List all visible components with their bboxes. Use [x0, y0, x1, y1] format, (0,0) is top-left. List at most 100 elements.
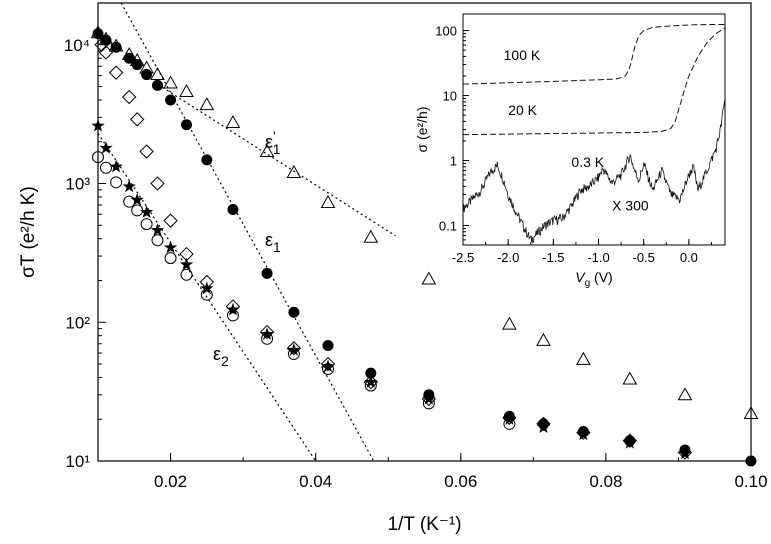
data-point: [743, 405, 759, 419]
inset-y-tick-label: 0.1: [439, 218, 457, 233]
x-tick-label: 0.02: [154, 472, 187, 491]
inset-curve-label: 100 K: [504, 47, 541, 63]
data-point: [163, 75, 178, 89]
x-tick-label: 0.06: [444, 472, 477, 491]
data-point: [163, 240, 178, 254]
data-point: [130, 193, 144, 206]
data-point: [576, 351, 591, 365]
fit-line: [97, 132, 317, 462]
data-point: [100, 34, 112, 46]
data-point: [364, 375, 378, 388]
data-point: [140, 218, 153, 231]
inset-curve-2: [462, 99, 726, 244]
inset-y-axis-label: σ (e²/h): [414, 107, 430, 153]
data-point: [110, 176, 123, 189]
data-point: [421, 271, 437, 285]
data-point: [259, 324, 275, 340]
data-point: [94, 37, 109, 52]
inset-x-tick-label: -0.5: [632, 250, 654, 265]
data-point: [259, 144, 275, 158]
fit-line: [162, 86, 396, 237]
data-point: [108, 65, 124, 80]
data-point: [121, 89, 137, 105]
data-point: [181, 119, 193, 131]
data-point: [225, 299, 241, 314]
data-point: [364, 379, 377, 392]
data-point: [199, 97, 215, 111]
data-point: [503, 417, 516, 430]
data-point: [261, 267, 273, 279]
data-point: [365, 367, 377, 379]
data-point: [536, 416, 551, 432]
inset-y-tick-label: 1: [450, 153, 457, 168]
inset-curve-label: 20 K: [508, 102, 537, 118]
data-point: [622, 433, 638, 448]
data-point: [110, 41, 122, 53]
inset-x-tick-label: -1.5: [542, 250, 564, 265]
data-point: [131, 204, 144, 217]
inset-x-axis: -2.5 -2.0 -1.5 -1.0 -0.5 0.0: [452, 239, 712, 265]
data-point: [163, 213, 178, 228]
data-point: [180, 268, 193, 281]
data-point: [123, 195, 136, 208]
data-point: [287, 348, 300, 361]
inset-x-axis-label: Vg (V): [575, 269, 612, 289]
data-point: [201, 154, 213, 166]
y-axis-label: σT (e²/h K): [18, 186, 39, 278]
data-point: [576, 425, 591, 440]
x-axis-label: 1/T (K⁻¹): [387, 514, 461, 535]
data-point: [151, 79, 163, 91]
data-point: [227, 203, 239, 215]
fit-line-label: ε1: [265, 230, 281, 255]
data-point: [92, 28, 104, 40]
main-plot-frame: [97, 2, 752, 462]
inset-x-tick-label: 0.0: [680, 250, 698, 265]
data-point: [623, 435, 637, 449]
data-point: [502, 410, 517, 425]
data-point: [745, 455, 757, 467]
data-point: [536, 420, 551, 433]
data-point: [179, 84, 194, 98]
y-tick-label: 10¹: [65, 452, 90, 471]
fit-line: [120, 2, 375, 462]
y-tick-label: 10²: [65, 313, 90, 332]
data-point: [99, 141, 113, 154]
main-x-axis: 0.02 0.04 0.06 0.08 0.10: [97, 453, 768, 491]
data-point: [422, 397, 435, 410]
data-point: [98, 45, 114, 60]
data-point: [321, 359, 335, 373]
data-point: [99, 161, 112, 174]
data-point: [129, 112, 145, 127]
inset-curve-label: 0.3 K: [571, 154, 604, 170]
data-point: [288, 306, 300, 318]
data-point: [200, 281, 214, 295]
data-point: [320, 356, 336, 372]
data-point: [139, 144, 154, 159]
data-point: [151, 234, 164, 247]
data-point: [109, 159, 123, 173]
inset-plot-frame: [462, 13, 726, 246]
data-point: [261, 332, 274, 345]
x-tick-label: 0.08: [589, 472, 622, 491]
data-point: [287, 343, 301, 356]
data-point: [286, 165, 302, 179]
data-point: [150, 223, 165, 236]
y-tick-label: 10³: [65, 175, 90, 194]
data-point: [131, 59, 143, 71]
data-point: [179, 257, 194, 271]
data-point: [320, 194, 336, 208]
data-point: [225, 115, 241, 129]
data-point: [677, 387, 693, 401]
fit-line-label: ε2: [213, 344, 229, 369]
data-point: [576, 427, 591, 441]
data-point: [164, 252, 177, 265]
inset-x-tick-label: -1.0: [587, 250, 609, 265]
y-tick-label: 10⁴: [64, 36, 90, 55]
data-point: [678, 446, 692, 460]
data-point: [165, 94, 177, 106]
data-point: [226, 309, 239, 322]
data-point: [322, 339, 334, 351]
data-point: [622, 371, 638, 385]
x-tick-label: 0.10: [734, 472, 767, 491]
